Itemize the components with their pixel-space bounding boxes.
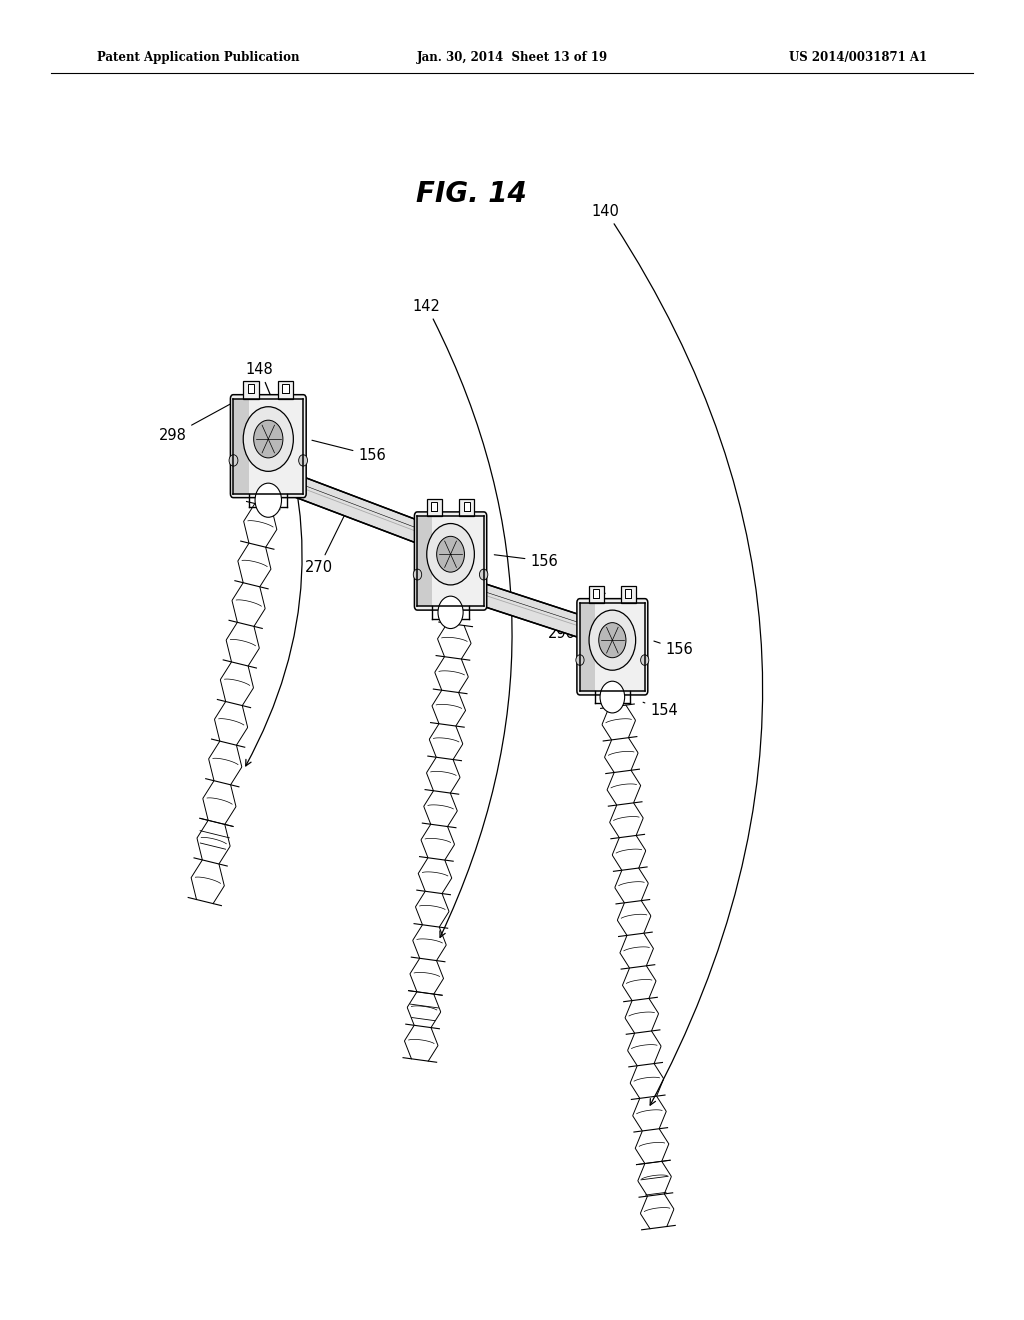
Polygon shape — [276, 469, 444, 552]
FancyBboxPatch shape — [415, 512, 486, 610]
Circle shape — [599, 623, 626, 657]
Text: 298: 298 — [159, 395, 248, 444]
Text: 292: 292 — [447, 508, 475, 539]
Bar — [244, 380, 259, 399]
Text: 290: 290 — [548, 593, 605, 642]
Bar — [431, 502, 437, 511]
Circle shape — [438, 597, 463, 628]
Bar — [626, 589, 631, 598]
Text: 156: 156 — [654, 642, 693, 657]
Circle shape — [299, 454, 307, 466]
Bar — [427, 499, 441, 516]
Bar — [248, 384, 254, 393]
Circle shape — [427, 524, 474, 585]
Polygon shape — [418, 516, 432, 606]
Circle shape — [229, 454, 238, 466]
Text: 270: 270 — [305, 506, 349, 576]
Text: 156: 156 — [495, 553, 558, 569]
FancyBboxPatch shape — [577, 599, 648, 694]
FancyBboxPatch shape — [230, 395, 306, 498]
Polygon shape — [459, 577, 604, 644]
Text: 142: 142 — [413, 298, 512, 937]
Bar — [594, 589, 599, 598]
Text: US 2014/0031871 A1: US 2014/0031871 A1 — [788, 51, 927, 63]
Bar — [283, 384, 289, 393]
Circle shape — [600, 681, 625, 713]
Text: 156: 156 — [312, 441, 386, 463]
Bar — [278, 380, 293, 399]
Text: FIG. 14: FIG. 14 — [416, 180, 526, 209]
Circle shape — [589, 610, 636, 671]
Text: 154: 154 — [643, 702, 678, 718]
Text: Jan. 30, 2014  Sheet 13 of 19: Jan. 30, 2014 Sheet 13 of 19 — [417, 51, 607, 63]
Bar — [460, 499, 474, 516]
Circle shape — [479, 569, 487, 579]
Polygon shape — [580, 603, 595, 690]
Circle shape — [254, 420, 283, 458]
Text: 140: 140 — [592, 203, 763, 1105]
Circle shape — [436, 536, 465, 572]
Circle shape — [414, 569, 422, 579]
Bar — [589, 586, 603, 603]
Bar — [464, 502, 470, 511]
Circle shape — [255, 483, 282, 517]
Text: 148: 148 — [246, 362, 302, 766]
Text: Patent Application Publication: Patent Application Publication — [97, 51, 300, 63]
Circle shape — [641, 655, 649, 665]
Polygon shape — [233, 399, 249, 494]
Circle shape — [575, 655, 584, 665]
Circle shape — [244, 407, 293, 471]
Bar — [622, 586, 636, 603]
